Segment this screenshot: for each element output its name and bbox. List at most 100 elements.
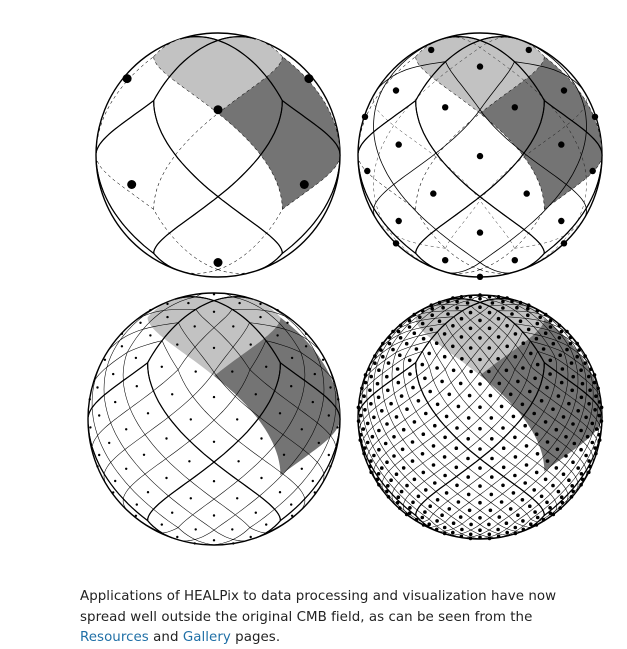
pixel-center-dot [336,426,339,429]
pixel-center-dot [564,454,568,458]
pixel-center-dot [518,300,523,305]
pixel-center-dot [504,521,509,525]
pixel-center-dot [572,441,577,446]
pixel-center-dot [545,440,550,444]
pixel-center-dot [459,316,464,321]
pixel-center-dot [421,432,426,436]
pixel-center-dot [327,414,330,417]
pixel-center-dot [386,361,391,365]
pixel-center-dot [558,141,565,148]
pixel-center-dot [597,413,601,418]
pixel-center-dot [237,460,240,463]
pixel-center-dot [377,447,381,452]
pixel-center-dot [411,500,415,505]
pixel-center-dot [193,542,196,545]
pixel-center-dot [478,535,482,540]
pixel-center-dot [451,530,455,535]
pixel-center-dot [567,401,571,406]
pixel-center-dot [398,353,402,357]
pixel-center-dot [440,379,444,384]
resources-link[interactable]: Resources [80,630,149,646]
pixel-center-dot [396,329,401,334]
north-polar-face [147,296,281,376]
pixel-center-dot [122,74,132,84]
pixel-center-dot [435,366,439,370]
pixel-center-dot [523,190,530,197]
pixel-center-dot [478,382,482,386]
pixel-center-dot [548,372,552,376]
pixel-center-dot [254,393,257,396]
pixel-center-dot [430,306,434,311]
pixel-center-dot [476,229,484,236]
pixel-center-dot [567,478,571,482]
pixel-center-dot [571,460,575,464]
pixel-center-dot [404,512,409,517]
pixel-center-dot [389,478,393,482]
pixel-center-dot [545,500,549,505]
pixel-center-dot [446,312,450,316]
pixel-center-dot [103,358,107,361]
pixel-center-dot [478,466,482,470]
pixel-center-dot [407,325,412,329]
pixel-center-dot [466,475,470,479]
pixel-center-dot [407,511,412,515]
pixel-center-dot [559,329,564,334]
pixel-center-dot [599,419,604,423]
pixel-center-dot [571,489,575,494]
pixel-center-dot [594,451,598,456]
pixel-center-dot [516,513,520,517]
pixel-center-dot [435,519,439,523]
pixel-center-dot [447,507,452,511]
pixel-center-dot [394,472,399,476]
pixel-center-dot [392,435,396,439]
pixel-center-dot [423,510,427,514]
pixel-center-dot [232,542,235,545]
pixel-center-dot [98,414,101,417]
pixel-center-dot [385,374,389,379]
pixel-center-dot [278,412,282,415]
pixel-center-dot [166,302,169,306]
pixel-center-dot [327,453,330,457]
pixel-center-dot [513,473,517,478]
pixel-center-dot [576,409,580,413]
pixel-center-dot [367,367,371,371]
pixel-center-dot [489,416,494,420]
caption-text-3: pages. [230,630,281,646]
pixel-center-dot [361,427,366,431]
pixel-center-dot [429,303,434,307]
pixel-center-dot [597,432,601,437]
pixel-center-dot [458,381,463,386]
pixel-center-dot [468,532,473,537]
pixel-center-dot [412,312,417,317]
pixel-center-dot [541,517,546,522]
pixel-center-dot [554,466,559,470]
pixel-center-dot [442,354,447,359]
pixel-center-dot [420,309,425,313]
pixel-center-dot [304,332,308,335]
pixel-center-dot [561,472,566,476]
pixel-center-dot [380,466,384,470]
pixel-center-dot [392,87,400,94]
pixel-center-dot [410,440,415,444]
pixel-center-dot [437,319,442,323]
pixel-center-dot [282,453,286,456]
pixel-center-dot [596,386,600,391]
pixel-center-dot [429,327,434,332]
pixel-center-dot [468,536,473,541]
pixel-center-dot [565,329,569,334]
pixel-center-dot [571,374,575,379]
pixel-center-dot [321,358,325,361]
pixel-center-dot [376,472,381,476]
gallery-link[interactable]: Gallery [182,630,231,646]
pixel-center-dot [545,459,550,463]
pixel-center-dot [592,380,597,385]
pixel-center-dot [580,477,585,482]
pixel-center-dot [496,527,500,532]
pixel-center-dot [535,452,540,456]
pixel-center-dot [249,535,252,539]
pixel-center-dot [593,446,597,450]
pixel-center-dot [176,535,179,539]
pixel-center-dot [412,331,417,335]
pixel-center-dot [420,515,425,520]
pixel-center-dot [194,370,197,373]
